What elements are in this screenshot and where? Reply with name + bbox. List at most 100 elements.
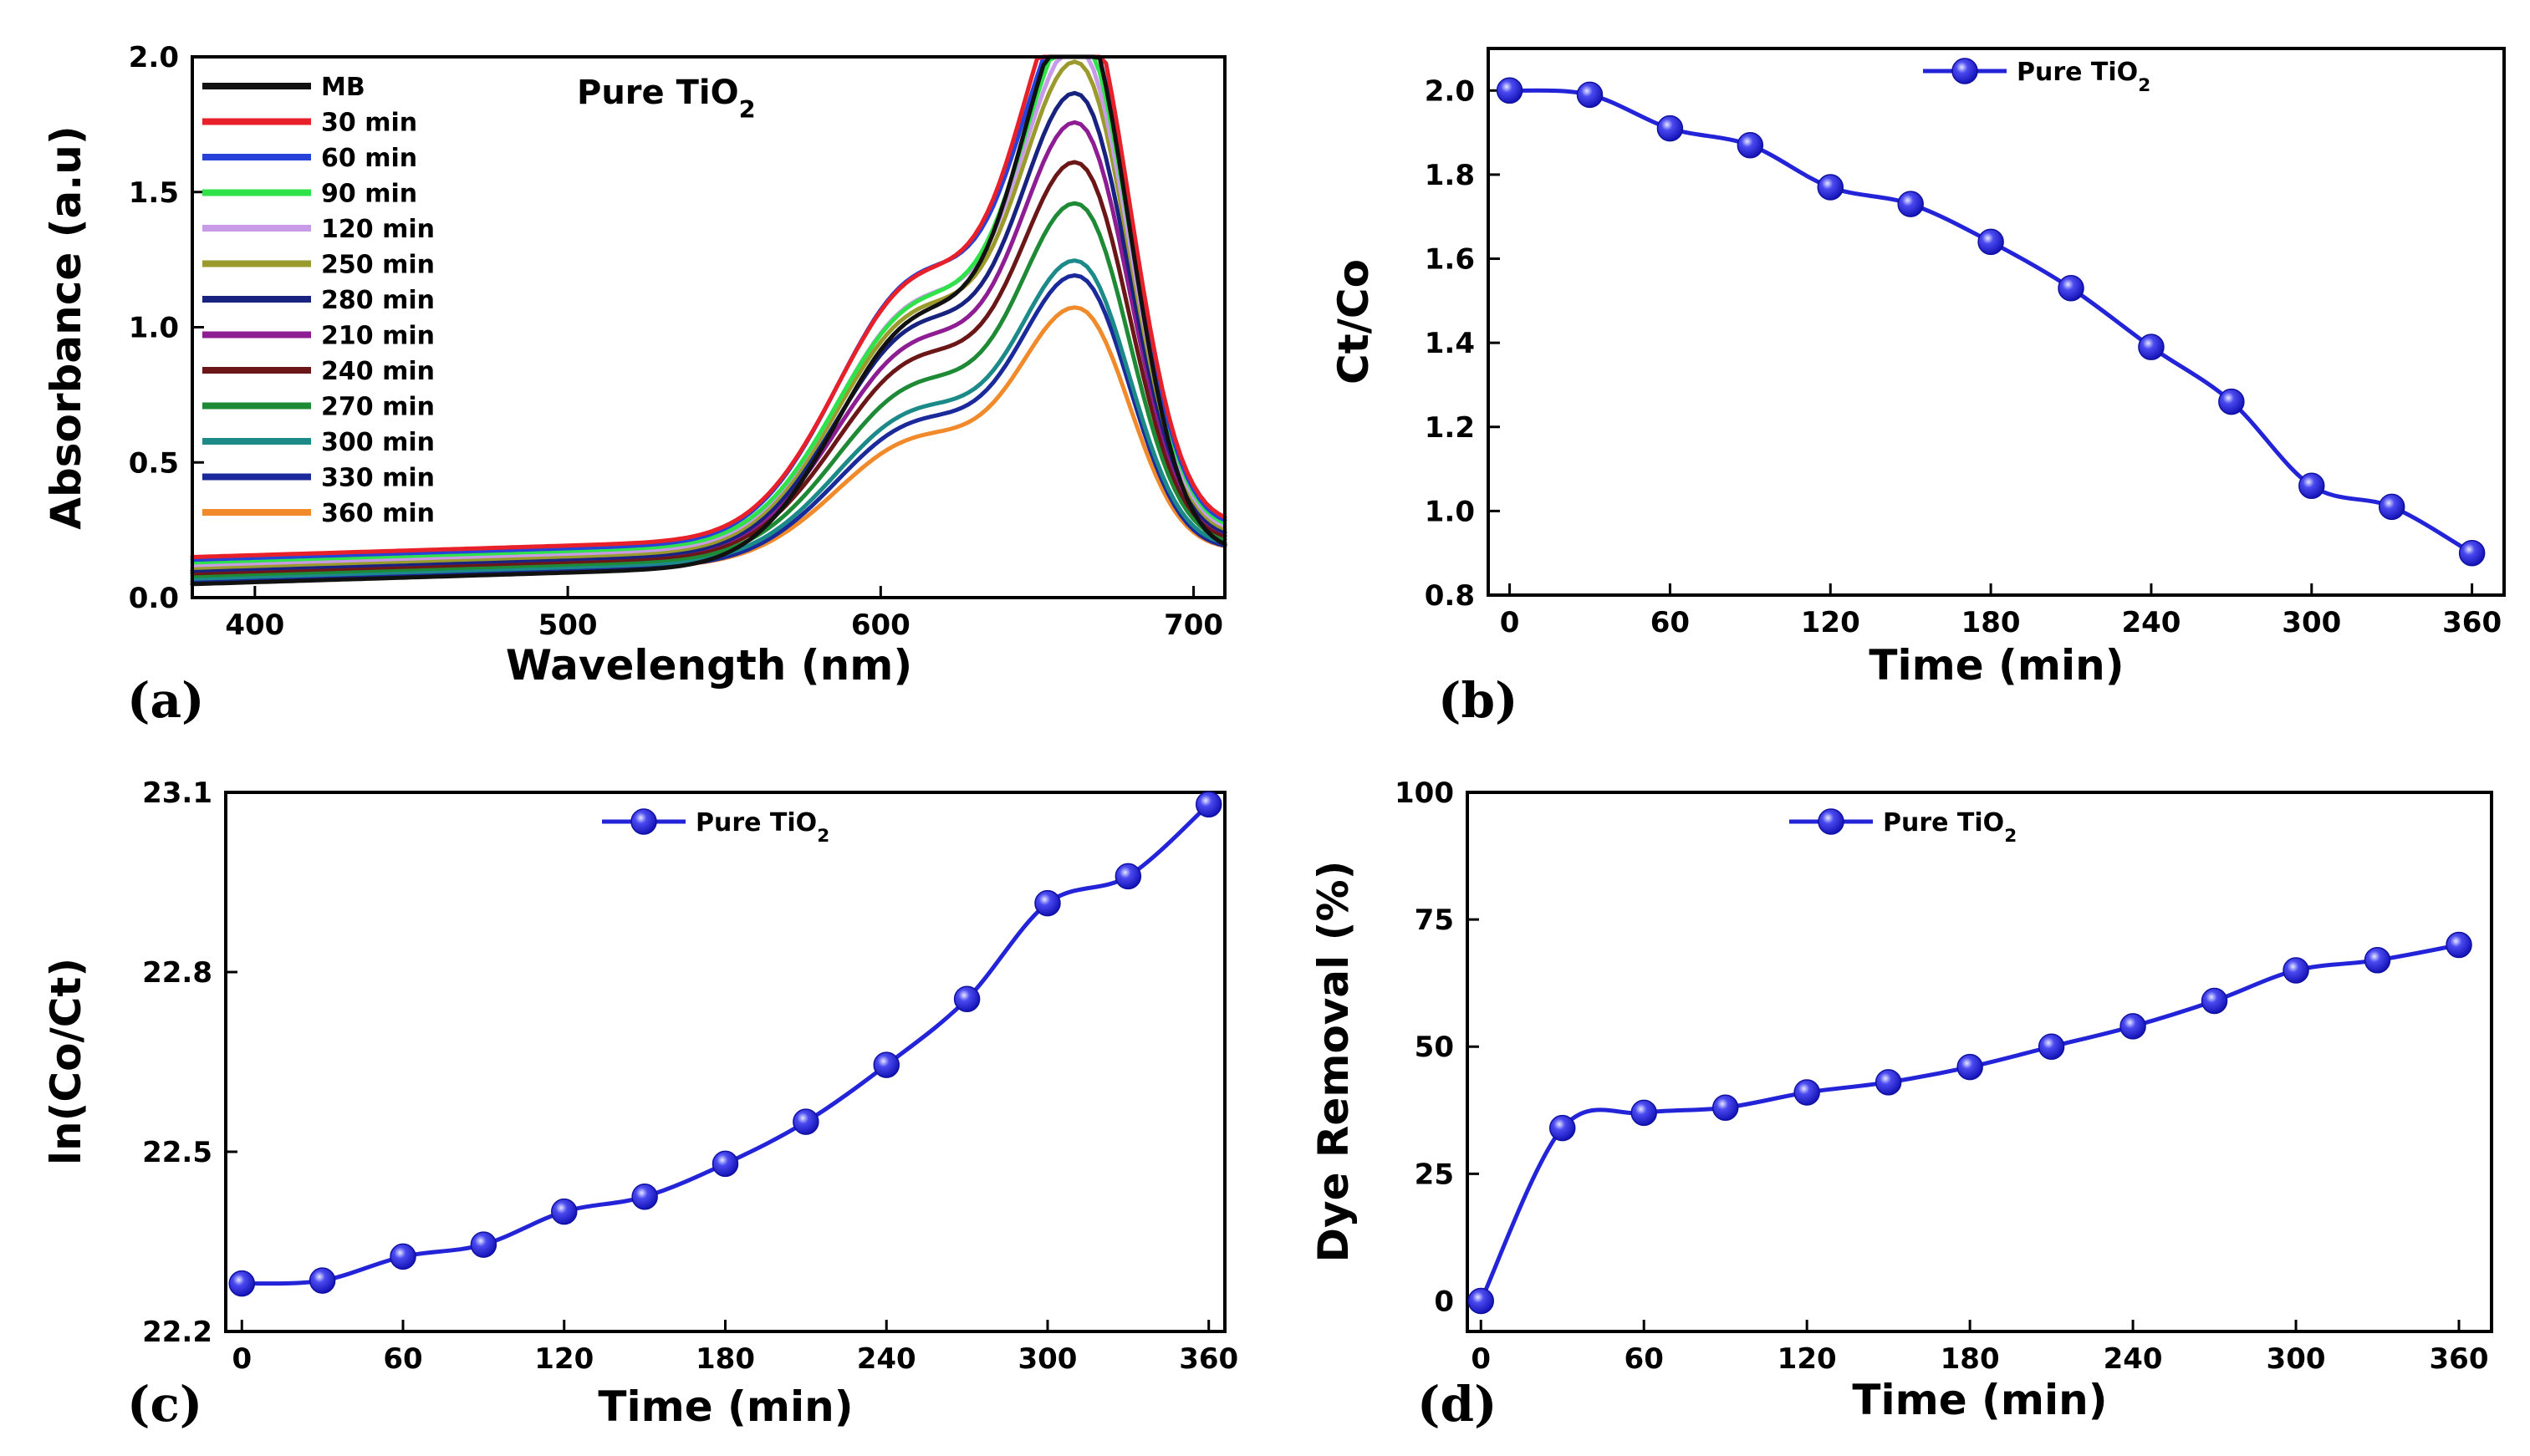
legend-label: 60 min (321, 144, 417, 173)
y-tick-label: 22.8 (142, 956, 212, 990)
legend-label: MB (321, 73, 365, 102)
data-point (793, 1108, 819, 1135)
legend-label: 120 min (321, 215, 435, 244)
y-tick-label: 2.0 (1425, 74, 1475, 108)
data-point (1467, 1287, 1494, 1315)
series-line (1507, 88, 2475, 556)
x-tick-label: 120 (1778, 1342, 1837, 1376)
y-tick-label: 1.4 (1425, 327, 1475, 360)
legend-marker-swatch (1818, 808, 1844, 835)
x-tick-label: 180 (696, 1342, 755, 1376)
data-point (1496, 77, 1523, 104)
panel-d-label: (d) (1417, 1376, 1497, 1433)
data-point (953, 985, 981, 1012)
data-point (1977, 228, 2004, 256)
x-tick-label: 0 (232, 1342, 252, 1376)
panel-c-label: (c) (127, 1376, 202, 1433)
data-point (2378, 493, 2405, 521)
y-tick-label: 0.8 (1425, 579, 1475, 613)
y-tick-label: 1.5 (129, 176, 179, 210)
data-point (1793, 1079, 1820, 1106)
x-tick-label: 400 (225, 608, 284, 642)
data-point (873, 1051, 900, 1078)
panel-a-axes: 400 500 600 700 0.0 0.5 1.0 1.5 2.0 (129, 41, 1223, 642)
absorbance-curve (190, 160, 1227, 576)
data-point (1656, 115, 1684, 142)
x-tick-label: 60 (383, 1342, 422, 1376)
x-tick-label: 240 (2121, 606, 2181, 639)
panel-b-ctco-chart: 0 60 120 180 240 300 3600.81.01.21.41.61.82.0 … (1329, 47, 2506, 729)
panel-a-title: Pure TiO2 (577, 74, 756, 124)
legend-label: 360 min (321, 499, 435, 528)
x-tick-label: 360 (1179, 1342, 1238, 1376)
data-point (1711, 1094, 1739, 1122)
y-tick-label: 1.2 (1425, 411, 1475, 445)
legend-label: Pure TiO2 (2017, 58, 2150, 96)
panel-c-xlabel: Time (min) (598, 1382, 853, 1431)
data-point (228, 1270, 256, 1297)
legend-label: 30 min (321, 109, 417, 138)
data-point (1548, 1114, 1576, 1142)
data-point (1875, 1069, 1902, 1096)
data-point (2218, 388, 2245, 415)
panel-b-axes: 0 60 120 180 240 300 360 0.8 1.0 1.2 1.4 1.6 1.8 2.0 (1425, 74, 2502, 639)
data-point (2138, 333, 2165, 360)
data-point (551, 1198, 578, 1225)
legend-label: 300 min (321, 428, 435, 457)
data-point (390, 1243, 416, 1270)
data-point (1115, 863, 1142, 890)
panel-a-label: (a) (127, 672, 204, 729)
data-point (1956, 1053, 1983, 1081)
data-point (1897, 191, 1924, 217)
panel-c-ylabel: ln(Co/Ct) (42, 958, 90, 1165)
x-tick-label: 120 (1801, 606, 1860, 639)
data-point (712, 1150, 739, 1178)
x-tick-label: 360 (2442, 606, 2502, 639)
panel-b-ylabel: Ct/Co (1329, 259, 1378, 384)
x-tick-label: 60 (1650, 606, 1690, 639)
panel-a-absorbance-chart: 400 500 600 700 0.0 0.5 1.0 1.5 2.0 MB 30 min 60 m… (42, 41, 1227, 729)
x-tick-label: 300 (2267, 1342, 2326, 1376)
x-tick-label: 500 (538, 608, 598, 642)
absorbance-curve (190, 59, 1227, 570)
panel-d-ylabel: Dye Removal (%) (1309, 861, 1358, 1263)
panel-b-xlabel: Time (min) (1869, 641, 2124, 690)
x-tick-label: 700 (1164, 608, 1223, 642)
panel-d-series (1467, 931, 2472, 1315)
y-tick-label: 100 (1395, 776, 1454, 810)
y-tick-label: 1.0 (129, 312, 179, 345)
x-tick-label: 360 (2430, 1342, 2489, 1376)
legend-label: Pure TiO2 (696, 808, 829, 847)
panel-d-legend: Pure TiO2 (1789, 808, 2017, 847)
y-tick-label: 0.0 (129, 582, 179, 615)
panel-b-legend: Pure TiO2 (1923, 58, 2150, 96)
x-tick-label: 180 (1961, 606, 2021, 639)
data-point (2119, 1013, 2146, 1040)
y-tick-label: 0 (1434, 1285, 1454, 1318)
data-point (1576, 81, 1604, 109)
data-point (2201, 987, 2228, 1015)
panel-d-xlabel: Time (min) (1852, 1376, 2107, 1424)
y-tick-label: 22.5 (142, 1136, 212, 1169)
data-point (1195, 791, 1222, 818)
legend-label: Pure TiO2 (1883, 808, 2017, 847)
legend-label: 240 min (321, 357, 435, 386)
y-tick-label: 22.2 (142, 1316, 212, 1349)
data-point (2364, 947, 2391, 974)
x-tick-label: 60 (1625, 1342, 1664, 1376)
panel-c-axes: 0 60 120 180 240 300 360 22.2 22.5 22.8 23.1 (142, 776, 1238, 1376)
x-tick-label: 0 (1471, 1342, 1491, 1376)
x-tick-label: 300 (2282, 606, 2341, 639)
absorbance-curve (190, 201, 1227, 578)
data-point (1817, 174, 1844, 201)
data-point (1630, 1099, 1657, 1127)
legend-label: 250 min (321, 251, 435, 280)
absorbance-curve (190, 90, 1227, 573)
data-point (2283, 957, 2309, 984)
data-point (631, 1184, 658, 1210)
panel-a-ylabel: Absorbance (a.u) (42, 125, 90, 529)
panel-c-legend: Pure TiO2 (602, 808, 829, 847)
series-line (239, 802, 1211, 1286)
data-point (1737, 131, 1764, 159)
x-tick-label: 240 (857, 1342, 916, 1376)
